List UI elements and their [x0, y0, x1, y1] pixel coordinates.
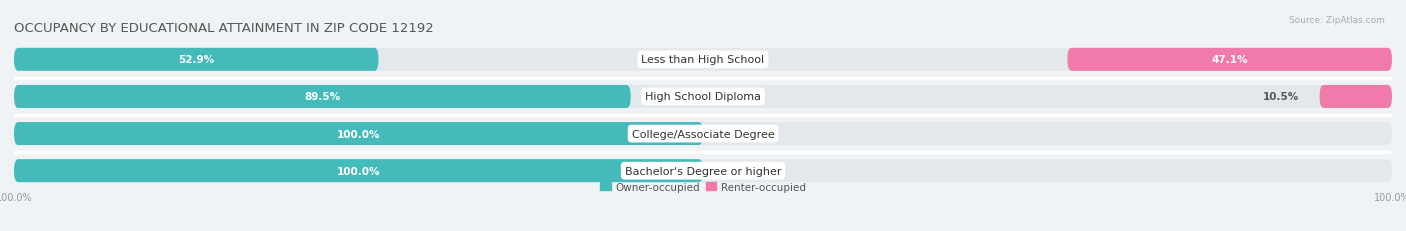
Text: OCCUPANCY BY EDUCATIONAL ATTAINMENT IN ZIP CODE 12192: OCCUPANCY BY EDUCATIONAL ATTAINMENT IN Z… [14, 22, 434, 35]
FancyBboxPatch shape [14, 122, 703, 146]
Text: 47.1%: 47.1% [1212, 55, 1249, 65]
FancyBboxPatch shape [14, 159, 703, 182]
Text: Bachelor's Degree or higher: Bachelor's Degree or higher [624, 166, 782, 176]
FancyBboxPatch shape [1320, 85, 1392, 109]
Text: 100.0%: 100.0% [337, 129, 380, 139]
FancyBboxPatch shape [14, 85, 631, 109]
Text: 0.0%: 0.0% [724, 166, 752, 176]
Text: High School Diploma: High School Diploma [645, 92, 761, 102]
FancyBboxPatch shape [14, 49, 1392, 72]
Text: 10.5%: 10.5% [1263, 92, 1299, 102]
Legend: Owner-occupied, Renter-occupied: Owner-occupied, Renter-occupied [596, 178, 810, 196]
FancyBboxPatch shape [14, 122, 1392, 146]
Text: 0.0%: 0.0% [724, 129, 752, 139]
FancyBboxPatch shape [14, 159, 1392, 182]
Text: 100.0%: 100.0% [337, 166, 380, 176]
Text: Less than High School: Less than High School [641, 55, 765, 65]
Text: 52.9%: 52.9% [179, 55, 214, 65]
Text: 89.5%: 89.5% [304, 92, 340, 102]
Text: Source: ZipAtlas.com: Source: ZipAtlas.com [1289, 16, 1385, 25]
FancyBboxPatch shape [14, 49, 378, 72]
FancyBboxPatch shape [1067, 49, 1392, 72]
Text: College/Associate Degree: College/Associate Degree [631, 129, 775, 139]
FancyBboxPatch shape [14, 85, 1392, 109]
